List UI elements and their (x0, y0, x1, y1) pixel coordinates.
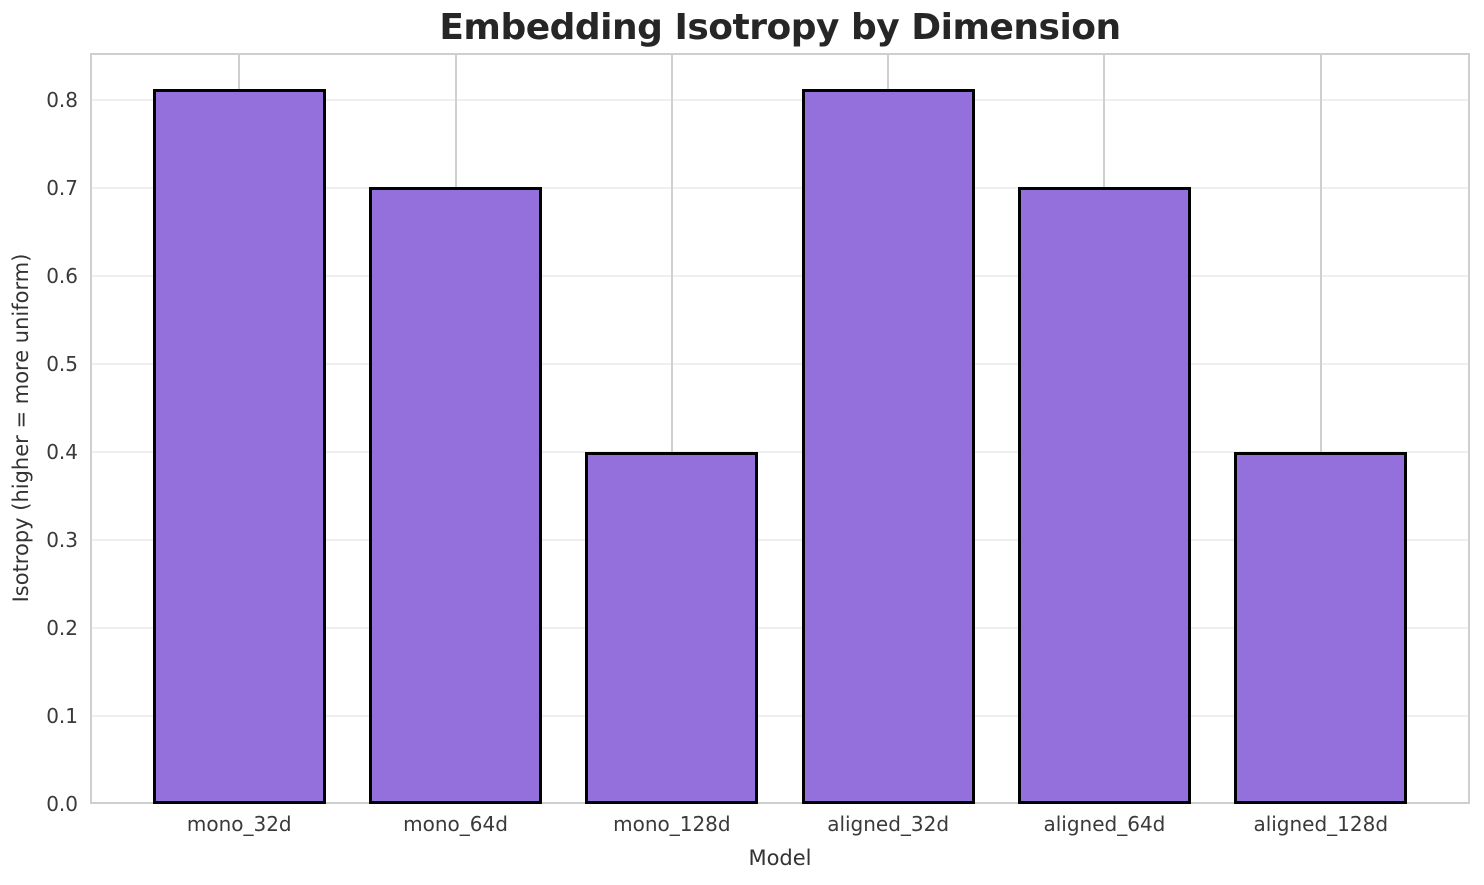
h-gridline (90, 275, 1470, 278)
bar-aligned_128d (1234, 452, 1408, 804)
x-tick-label: mono_128d (613, 812, 731, 836)
bar-aligned_32d (801, 88, 975, 804)
h-gridline (90, 451, 1470, 454)
x-tick-label: mono_64d (403, 812, 508, 836)
plot-area (90, 53, 1470, 804)
x-tick-label: aligned_64d (1043, 812, 1166, 836)
bar-mono_64d (369, 187, 543, 804)
y-tick-label: 0.7 (46, 176, 78, 201)
bar-mono_32d (152, 88, 326, 804)
x-tick-label: mono_32d (186, 812, 292, 836)
h-gridline (90, 363, 1470, 366)
y-tick-label: 0.6 (46, 264, 78, 289)
h-gridline (90, 539, 1470, 542)
chart-title: Embedding Isotropy by Dimension (439, 7, 1121, 48)
x-axis-label: Model (748, 846, 812, 870)
bar-mono_128d (585, 452, 759, 804)
v-gridline (1319, 53, 1322, 804)
y-tick-label: 0.1 (46, 704, 78, 729)
y-tick-label: 0.8 (46, 88, 78, 113)
h-gridline (90, 99, 1470, 102)
y-tick-label: 0.4 (46, 440, 78, 465)
bar-aligned_64d (1017, 187, 1191, 804)
v-gridline (670, 53, 673, 804)
h-gridline (90, 187, 1470, 190)
x-tick-label: aligned_32d (827, 812, 950, 836)
y-tick-label: 0.2 (46, 616, 78, 641)
y-tick-label: 0.5 (46, 352, 78, 377)
x-tick-label: aligned_128d (1253, 812, 1389, 836)
h-gridline (90, 627, 1470, 630)
y-tick-label: 0.0 (46, 792, 78, 816)
h-gridline (90, 715, 1470, 718)
y-tick-label: 0.3 (46, 528, 78, 553)
